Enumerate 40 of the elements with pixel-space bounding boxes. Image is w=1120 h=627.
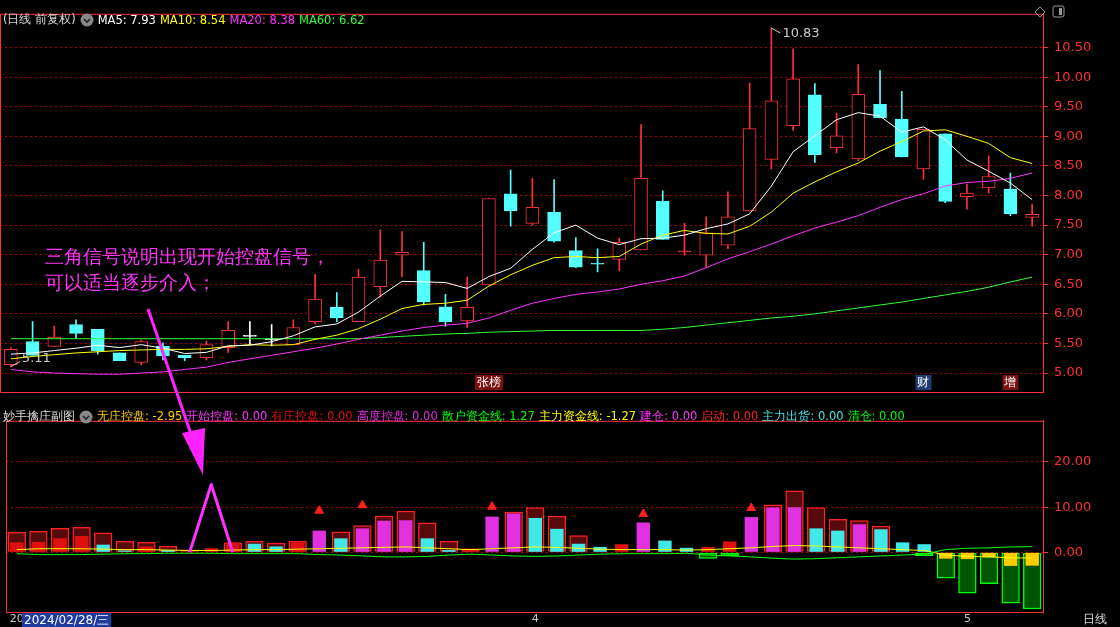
text: 开始控盘: 0.00 — [186, 409, 268, 424]
text: 无庄控盘: -2.95 — [97, 409, 183, 424]
text: 主力资金线: -1.27 — [538, 409, 637, 424]
y-tick-label: 5.50 — [1054, 334, 1083, 350]
y-tick-label: 20.00 — [1054, 453, 1092, 469]
y-tick-label: 7.00 — [1054, 246, 1083, 262]
y-tick-label: 6.00 — [1054, 305, 1083, 321]
y-tick-label: 8.50 — [1054, 157, 1083, 173]
annotation: 三角信号说明出现开始控盘信号，可以适当逐步介入； — [45, 244, 330, 293]
annotation: 2024/02/28/三 — [24, 612, 110, 627]
y-tick-label: 7.50 — [1054, 216, 1083, 232]
y-tick-label: 10.00 — [1054, 498, 1092, 514]
text: MA20: 8.38 — [229, 12, 296, 27]
x-tick-label: 4 — [531, 612, 539, 626]
legend-label: 建仓: 0.00 — [640, 409, 698, 424]
annotation: 增 — [1003, 374, 1017, 389]
annotation: 10.83 — [782, 25, 820, 41]
y-tick-label: 9.00 — [1054, 127, 1083, 143]
y-tick-label: 10.50 — [1054, 38, 1092, 54]
annotation: 张榜 — [476, 374, 501, 389]
y-tick-label: 8.00 — [1054, 186, 1083, 202]
text: MA5: 7.93 — [97, 12, 156, 27]
text: 日线 — [1083, 612, 1107, 627]
y-tick-label: 5.00 — [1054, 364, 1083, 380]
y-tick-label: 9.50 — [1054, 98, 1083, 114]
text: 启动: 0.00 — [701, 409, 759, 424]
chart-title: 妙手擒庄副图 — [3, 409, 75, 424]
text: MA60: 6.62 — [299, 12, 365, 27]
chart-title: (日线 前复权) — [3, 12, 76, 27]
text: 高度控盘: 0.00 — [356, 409, 438, 424]
text: 清仓: 0.00 — [847, 409, 905, 424]
text: 主力出货: 0.00 — [762, 409, 844, 424]
text: 有庄控盘: 0.00 — [271, 409, 353, 424]
text: 散户资金线: 1.27 — [441, 409, 535, 424]
annotation: 财 — [917, 374, 930, 389]
y-tick-label: 6.50 — [1054, 275, 1083, 291]
x-tick-label: 5 — [963, 612, 971, 626]
text: MA10: 8.54 — [159, 12, 226, 27]
y-tick-label: 0.00 — [1054, 543, 1083, 559]
y-tick-label: 10.00 — [1054, 68, 1092, 84]
